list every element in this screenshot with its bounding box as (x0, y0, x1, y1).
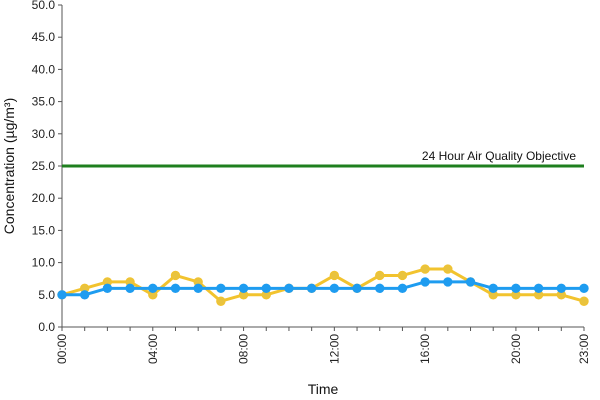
data-point (193, 283, 203, 294)
data-point (579, 283, 589, 294)
data-point (420, 264, 430, 274)
data-point (216, 296, 226, 306)
x-tick-label: 04:00 (146, 334, 160, 364)
y-tick-label: 15.0 (32, 223, 56, 237)
data-point (579, 296, 589, 306)
series-line (62, 280, 584, 297)
data-point (511, 283, 521, 294)
y-tick-label: 45.0 (32, 30, 56, 44)
data-point (102, 283, 113, 294)
x-tick-label: 20:00 (509, 334, 523, 364)
data-point (284, 283, 294, 294)
data-point (397, 270, 408, 281)
data-point (443, 264, 453, 274)
reference-line-label: 24 Hour Air Quality Objective (422, 149, 576, 163)
series-group (57, 264, 589, 306)
x-axis-ticks: 00:00 04:00 08:00 12:00 16:00 20:00 23:00 (55, 327, 591, 364)
y-tick-label: 5.0 (38, 288, 55, 302)
y-tick-label: 35.0 (32, 95, 56, 109)
data-point (533, 283, 544, 294)
series-2 (57, 277, 589, 300)
y-tick-label: 25.0 (32, 159, 56, 173)
reference-line-group: 24 Hour Air Quality Objective (62, 149, 584, 168)
x-tick-label: 16:00 (418, 334, 432, 364)
data-point (148, 283, 158, 294)
series-1 (57, 264, 589, 306)
data-point (57, 290, 67, 300)
data-point (306, 283, 317, 294)
data-point (170, 270, 181, 281)
data-point (329, 270, 340, 281)
x-tick-label: 12:00 (327, 334, 341, 364)
x-tick-label: 08:00 (237, 334, 251, 364)
y-axis-ticks: 0.0 5.0 10.0 15.0 20.0 25.0 30.0 35.0 40.0 45.0 50… (32, 0, 62, 334)
series-line (61, 267, 585, 303)
data-point (443, 277, 453, 287)
y-tick-label: 10.0 (32, 256, 56, 270)
data-point (397, 283, 408, 294)
y-tick-label: 30.0 (32, 127, 56, 141)
x-tick-label: 23:00 (577, 334, 591, 364)
y-tick-label: 50.0 (32, 0, 56, 12)
data-point (216, 283, 226, 294)
data-point (79, 290, 90, 300)
x-tick-label: 00:00 (55, 334, 69, 364)
data-point (465, 277, 476, 287)
data-point (170, 283, 181, 294)
y-tick-label: 20.0 (32, 191, 56, 205)
data-point (556, 283, 567, 294)
data-point (329, 283, 340, 294)
data-point (238, 283, 249, 294)
data-point (125, 283, 135, 294)
data-point (375, 270, 385, 281)
data-point (488, 283, 498, 294)
data-point (375, 283, 385, 294)
y-axis-title: Concentration (µg/m³) (1, 98, 17, 234)
y-tick-label: 0.0 (38, 320, 55, 334)
data-point (420, 277, 430, 287)
x-axis-title: Time (308, 381, 339, 397)
data-point (261, 283, 271, 294)
data-point (352, 283, 362, 294)
y-tick-label: 40.0 (32, 62, 56, 76)
